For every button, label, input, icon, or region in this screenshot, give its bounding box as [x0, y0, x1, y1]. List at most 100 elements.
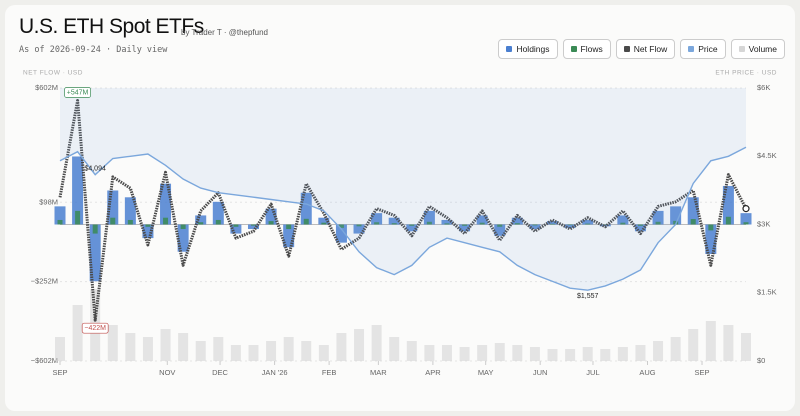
flow-bar	[72, 156, 84, 225]
flow-bar	[321, 222, 327, 225]
flow-bar	[127, 219, 133, 225]
flow-bar	[705, 224, 717, 254]
flow-bar	[582, 219, 594, 225]
volume-bar	[160, 329, 171, 361]
y2-tick-label: $0	[757, 356, 765, 365]
flow-bar	[107, 190, 119, 225]
legend-button[interactable]: Net Flow	[615, 39, 676, 59]
y2-tick-label: $4.5K	[757, 151, 777, 160]
volume-bar	[477, 345, 488, 361]
flow-bar	[198, 222, 204, 225]
flow-bar	[567, 224, 573, 226]
flow-bar	[564, 224, 576, 228]
volume-bar	[354, 329, 365, 361]
flow-bar	[708, 224, 714, 231]
flow-bar	[637, 224, 643, 226]
byline: by Trader T · @thepfund	[181, 28, 268, 37]
volume-bar	[213, 337, 224, 361]
flow-bar	[250, 224, 256, 226]
annotation-box	[81, 322, 109, 334]
flow-bar	[110, 217, 116, 225]
volume-bar	[617, 347, 628, 361]
flow-bar	[177, 224, 189, 252]
annotation: $1,557	[577, 293, 599, 300]
volume-bar	[741, 333, 751, 361]
y2-tick-label: $6K	[757, 83, 770, 92]
volume-bar	[529, 347, 540, 361]
x-tick-label: FEB	[322, 368, 337, 377]
volume-bar	[723, 325, 734, 361]
annotation: $4,094	[84, 166, 106, 173]
flow-bar	[180, 224, 186, 230]
flow-bar	[652, 210, 664, 225]
title: U.S. ETH Spot ETFs	[19, 15, 204, 38]
legend-button[interactable]: Price	[680, 39, 726, 59]
flow-bar	[426, 221, 432, 225]
flow-bar	[441, 219, 453, 225]
flow-bar	[230, 224, 242, 234]
volume-bar	[72, 305, 83, 361]
legend-button[interactable]: Flows	[562, 39, 611, 59]
flow-bar	[160, 183, 172, 225]
flow-bar	[620, 222, 626, 225]
flow-bar	[300, 192, 312, 225]
legend-label: Net Flow	[633, 44, 668, 54]
volume-bar	[653, 341, 664, 361]
flow-bar	[459, 224, 471, 232]
volume-bar	[406, 341, 417, 361]
flow-bar	[409, 224, 415, 226]
flow-bar	[233, 224, 239, 227]
flow-bar	[142, 224, 154, 239]
y-tick-label: $98M	[39, 197, 58, 206]
legend: Holdings Flows Net Flow Price Volume	[498, 39, 785, 59]
volume-bar	[318, 345, 329, 361]
flow-bar	[335, 224, 347, 243]
flow-bar	[514, 223, 520, 225]
legend-swatch	[688, 46, 695, 52]
y-tick-label: −$252M	[31, 277, 58, 286]
volume-bar	[301, 341, 312, 361]
flow-bar	[740, 213, 752, 225]
flow-bar	[145, 224, 151, 227]
flow-bar	[371, 213, 383, 225]
flow-bar	[283, 224, 295, 248]
flow-bar	[388, 217, 400, 225]
flow-bar	[92, 224, 98, 234]
x-tick-label: JUN	[533, 368, 548, 377]
flow-bar	[462, 224, 468, 226]
volume-bar	[107, 325, 118, 361]
subtitle: As of 2026-09-24 · Daily view	[19, 45, 168, 55]
flow-bar	[338, 224, 344, 228]
flow-bar	[476, 215, 488, 225]
flow-bar	[303, 218, 309, 225]
volume-bar	[424, 345, 435, 361]
flow-bar	[511, 217, 523, 225]
volume-bar	[635, 345, 646, 361]
flow-bar	[687, 197, 699, 225]
flow-bar	[195, 215, 207, 225]
volume-bar	[600, 349, 611, 361]
volume-bar	[230, 345, 241, 361]
flow-bar	[550, 223, 556, 225]
annotation: −422M	[84, 325, 106, 332]
legend-button[interactable]: Volume	[730, 39, 785, 59]
flow-bar	[585, 223, 591, 225]
volume-bar	[582, 347, 593, 361]
flow-bar	[286, 224, 292, 230]
volume-bar	[195, 341, 206, 361]
flow-bar	[494, 224, 506, 236]
y2-axis-label: ETH PRICE · USD	[715, 70, 777, 77]
flow-bar	[374, 222, 380, 225]
chart: NET FLOW · USD ETH PRICE · USD $602M $98M −$…	[23, 70, 777, 377]
flow-bar	[725, 216, 731, 225]
legend-label: Price	[698, 44, 718, 54]
volume-bar	[670, 337, 681, 361]
legend-button[interactable]: Holdings	[498, 39, 558, 59]
flow-bar	[690, 219, 696, 225]
x-tick-label: JAN '26	[262, 368, 288, 377]
volume-bar	[459, 347, 470, 361]
volume-bar	[565, 349, 576, 361]
volume-bar	[248, 345, 259, 361]
flow-bar	[318, 217, 330, 225]
volume-bar	[512, 345, 523, 361]
